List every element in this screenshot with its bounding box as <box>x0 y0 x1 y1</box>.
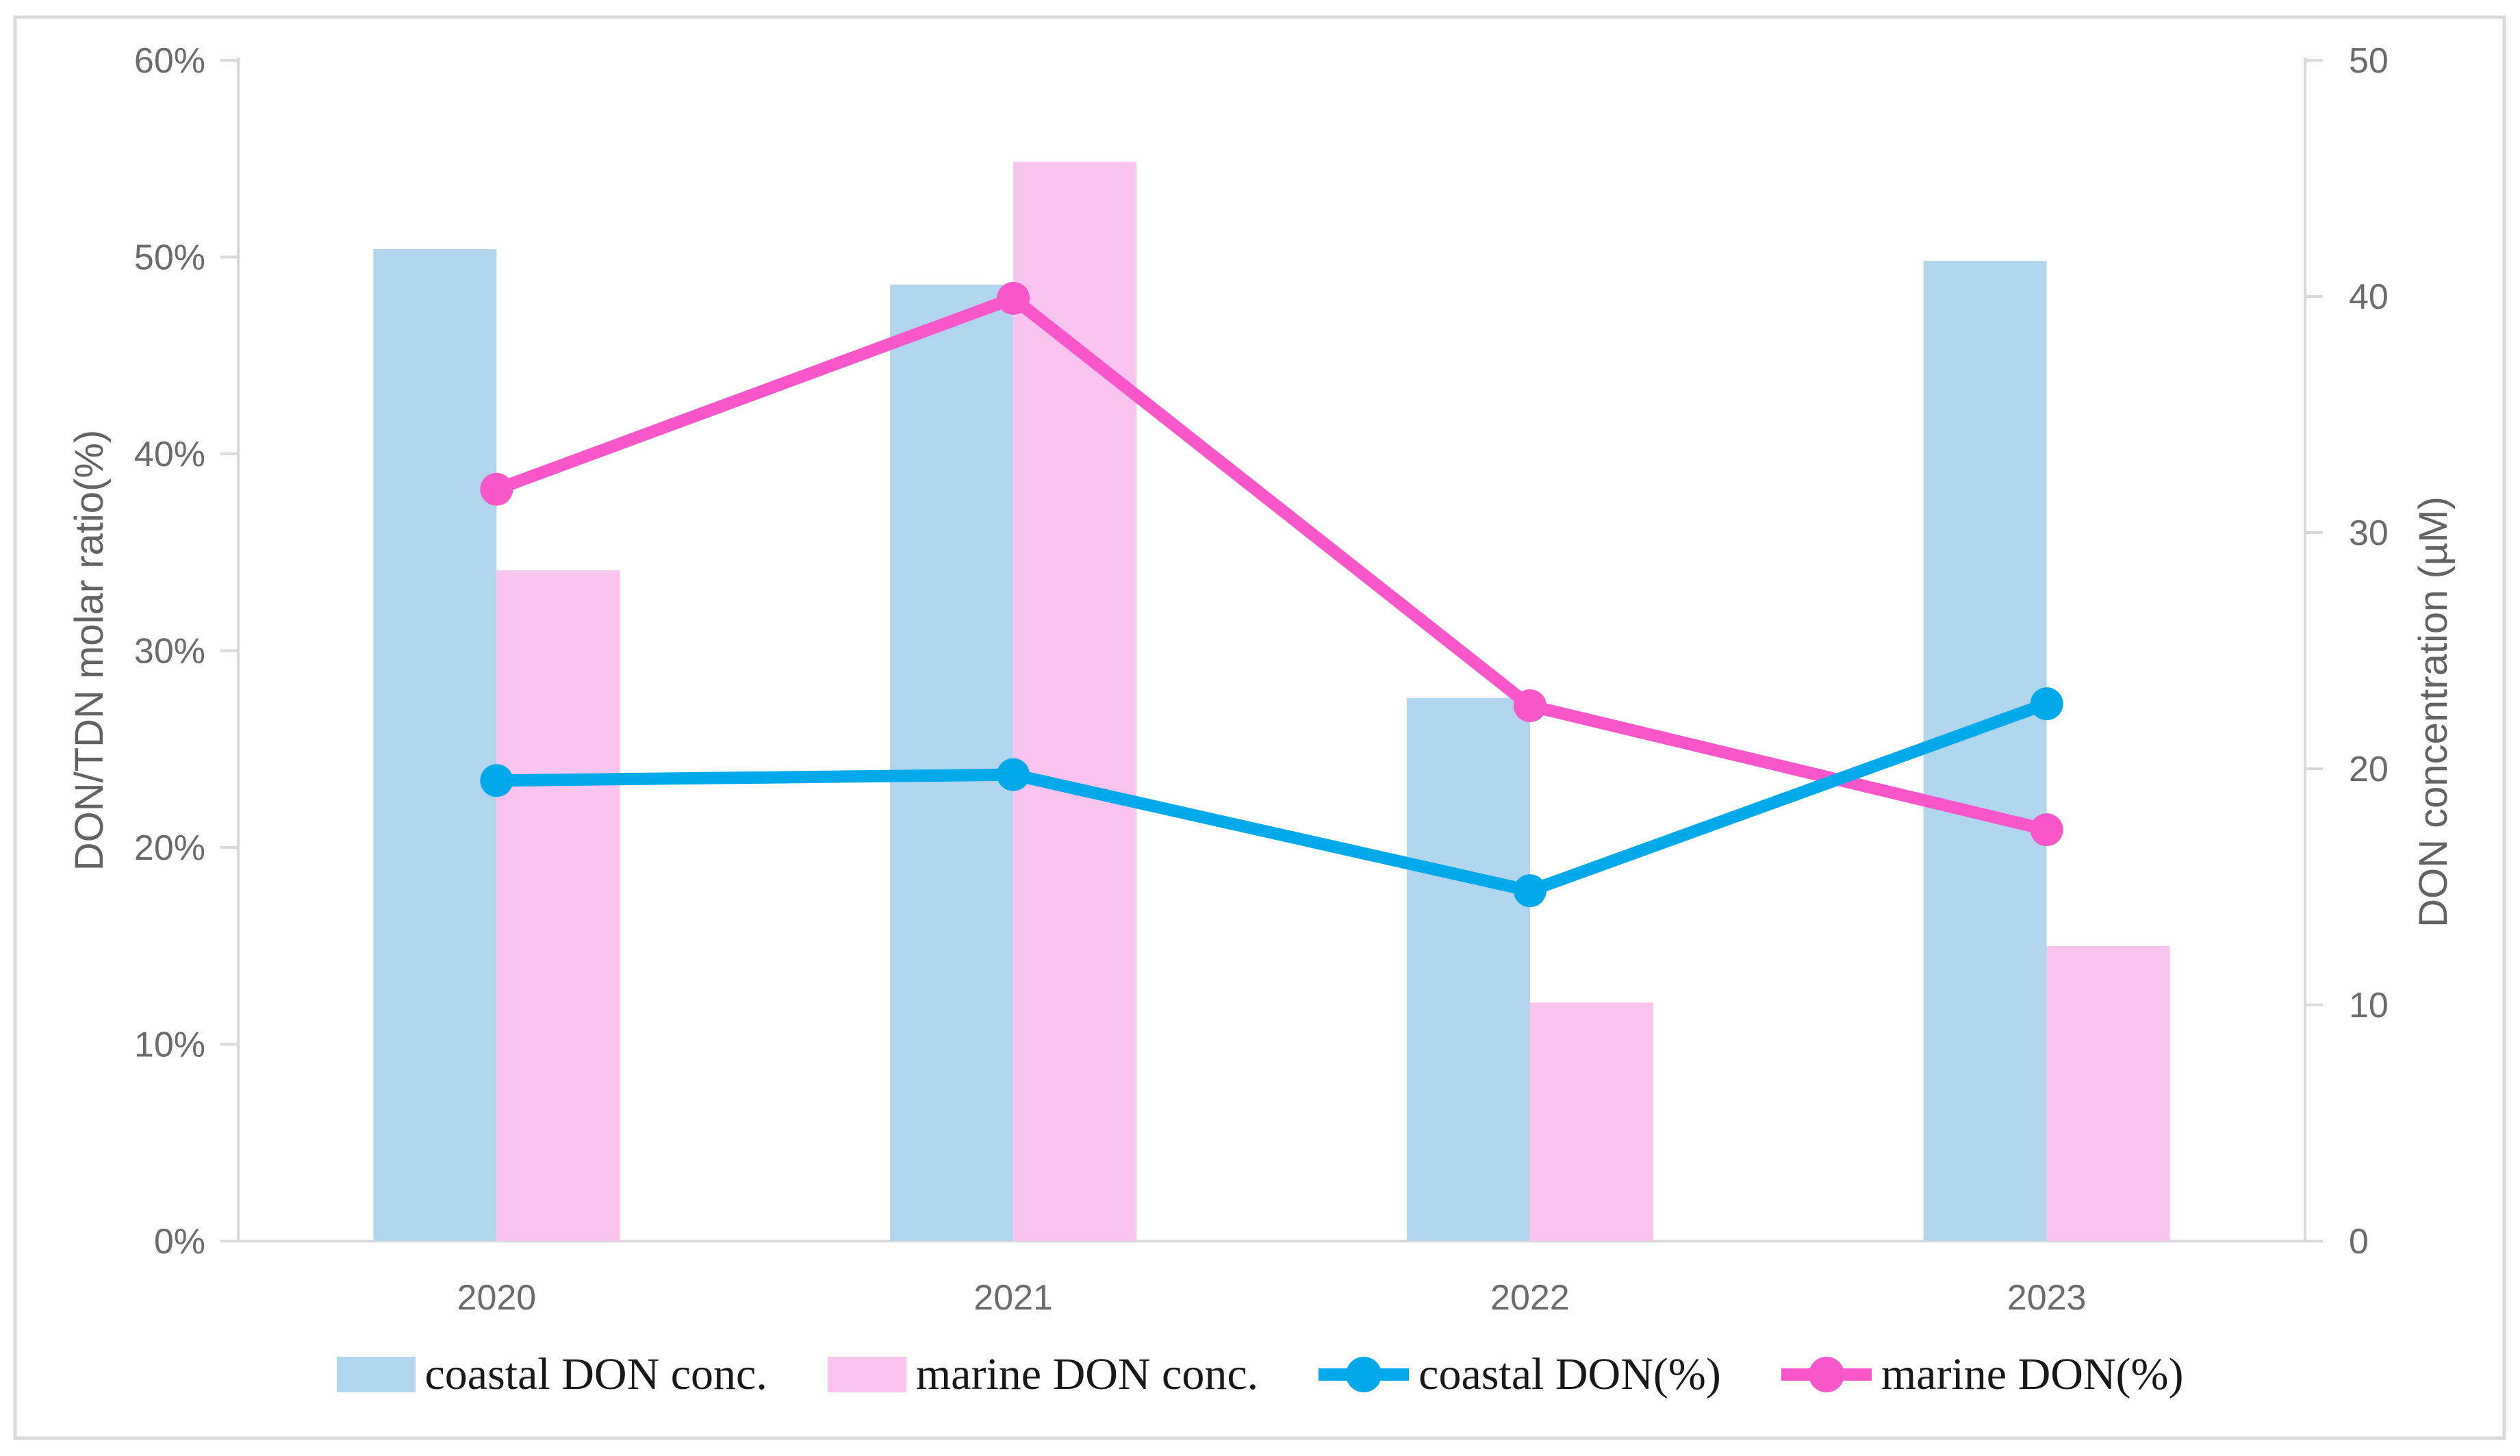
bar-marine-2023 <box>2046 945 2170 1241</box>
left-axis-tick-label: 20% <box>134 828 205 868</box>
x-axis-label-2023: 2023 <box>2007 1278 2087 1318</box>
x-axis-label-2022: 2022 <box>1490 1278 1570 1318</box>
legend-dot <box>1346 1357 1382 1392</box>
right-axis-tick-label: 30 <box>2349 513 2389 553</box>
x-axis-label-2021: 2021 <box>973 1278 1053 1318</box>
line-marine-don-pct <box>490 292 2053 836</box>
bar-coastal-2021 <box>890 284 1014 1241</box>
legend-swatch-coastal-icon <box>336 1357 416 1392</box>
legend-item-coastal-don-pct: coastal DON(%) <box>1319 1349 1721 1401</box>
swatch-rect <box>827 1357 906 1392</box>
bar-coastal-2023 <box>1923 261 2047 1241</box>
legend-label-marine-don-pct: marine DON(%) <box>1881 1349 2184 1399</box>
left-axis-tick-label: 30% <box>134 632 205 672</box>
plot-area: 0% 10% 20% 30% 40% 50% 60% 0 10 20 30 40 50 2020 2021 2… <box>134 41 2389 1318</box>
bar-marine-2020 <box>496 570 620 1241</box>
legend: coastal DON conc. marine DON conc. coast… <box>0 1333 2520 1416</box>
legend-swatch-marine-icon <box>827 1357 906 1392</box>
legend-label-marine-don-conc: marine DON conc. <box>915 1349 1259 1399</box>
legend-label-coastal-don-pct: coastal DON(%) <box>1418 1349 1721 1399</box>
legend-item-marine-don-pct: marine DON(%) <box>1781 1349 2184 1401</box>
legend-label-coastal-don-conc: coastal DON conc. <box>424 1349 767 1399</box>
marker-coastal-2023 <box>2030 687 2063 721</box>
left-axis-tick-label: 0% <box>154 1222 205 1262</box>
x-axis-label-2020: 2020 <box>457 1278 537 1318</box>
marker-coastal-2022 <box>1513 874 1547 908</box>
bar-marine-2022 <box>1529 1002 1653 1241</box>
right-axis-tick-label: 50 <box>2349 41 2389 81</box>
bar-marine-2021 <box>1013 162 1137 1242</box>
marker-coastal-2020 <box>480 764 513 797</box>
left-axis-title: DON/TDN molar ratio(%) <box>67 430 112 871</box>
right-axis-tick-label: 20 <box>2349 750 2389 789</box>
right-axis-title: DON concentration (µM) <box>2411 496 2456 928</box>
figure-border <box>13 15 2506 1440</box>
legend-line-marker-marine-icon <box>1781 1357 1872 1392</box>
marker-marine-2023 <box>2030 813 2063 847</box>
marker-coastal-2021 <box>997 758 1030 791</box>
right-axis-tick-label: 0 <box>2349 1222 2369 1262</box>
legend-line-marker-coastal-icon <box>1319 1357 1410 1392</box>
marker-marine-2020 <box>480 472 513 506</box>
left-axis-tick-label: 60% <box>134 41 205 81</box>
right-axis-tick-label: 10 <box>2349 986 2389 1025</box>
marker-marine-2021 <box>997 281 1030 315</box>
marker-marine-2022 <box>1513 689 1547 722</box>
swatch-rect <box>336 1357 416 1392</box>
legend-item-coastal-don-conc: coastal DON conc. <box>336 1349 767 1401</box>
legend-item-marine-don-conc: marine DON conc. <box>827 1349 1259 1401</box>
left-axis-tick-label: 50% <box>134 238 205 278</box>
bar-coastal-2022 <box>1406 698 1530 1241</box>
left-axis-tick-label: 40% <box>134 435 205 474</box>
bar-coastal-2020 <box>373 249 497 1241</box>
left-axis-tick-label: 10% <box>134 1025 205 1065</box>
legend-dot <box>1808 1357 1844 1392</box>
right-axis-tick-label: 40 <box>2349 277 2389 317</box>
line-coastal-don-pct <box>490 698 2053 897</box>
